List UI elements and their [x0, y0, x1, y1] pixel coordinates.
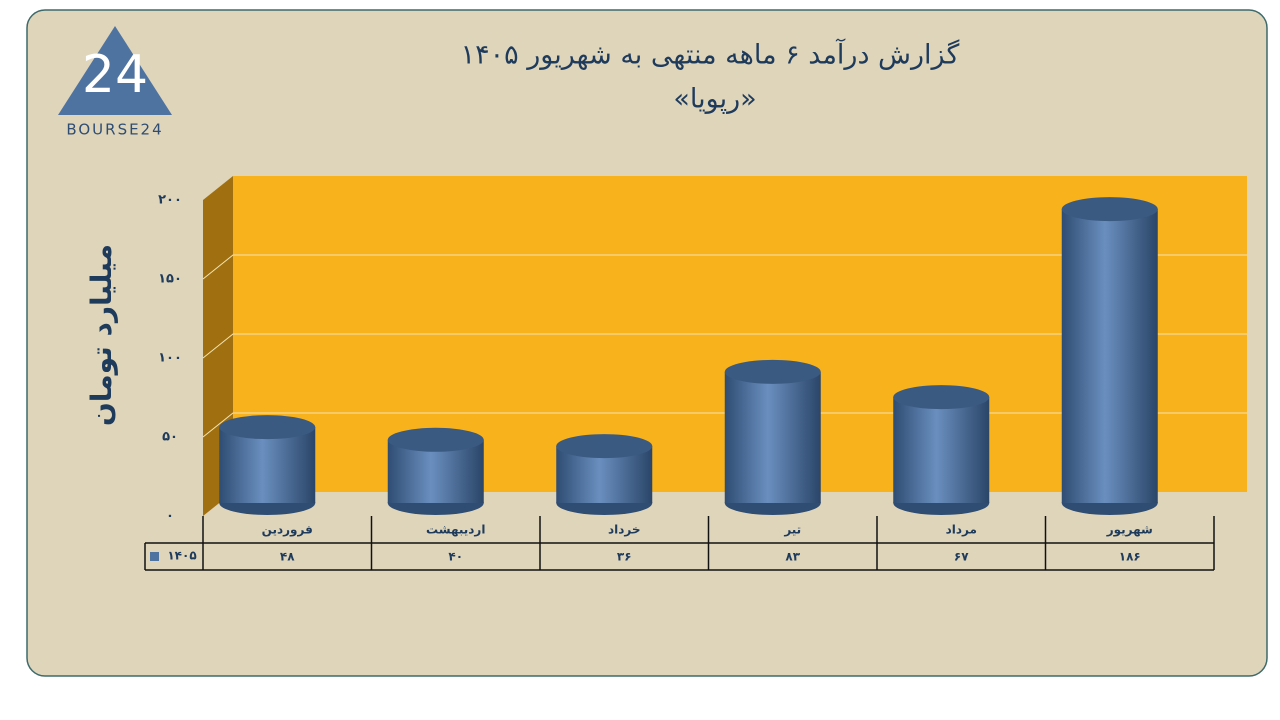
logo: 24 BOURSE24 [58, 26, 172, 139]
data-label: ۶۷ [954, 550, 969, 564]
grid-line [202, 333, 1247, 359]
bar-top [387, 427, 484, 452]
bar-top [1061, 197, 1158, 222]
y-axis-label: میلیارد تومان [85, 244, 118, 426]
x-tick-label: تیر [783, 523, 801, 537]
bar [893, 397, 990, 503]
bar-top [893, 385, 990, 410]
grid-line [202, 254, 1247, 280]
y-tick-label: ۰ [166, 509, 174, 524]
bar [1061, 209, 1158, 503]
y-tick-label: ۱۰۰ [158, 351, 182, 366]
data-label: ۴۸ [280, 550, 295, 564]
x-tick-label: خرداد [608, 523, 641, 537]
bar [219, 427, 316, 503]
x-tick-label: فروردین [262, 523, 313, 538]
logo-mark: 24 [82, 45, 148, 105]
data-label: ۱۸۶ [1119, 550, 1141, 564]
logo-triangle [58, 26, 172, 115]
x-tick-label: مرداد [946, 523, 977, 537]
data-label: ۸۳ [785, 550, 800, 564]
legend-key [150, 552, 159, 561]
y-tick-label: ۱۵۰ [158, 272, 182, 287]
y-tick-label: ۵۰ [162, 430, 178, 445]
data-table [144, 516, 1214, 571]
bar-top [724, 359, 821, 384]
bar-top [219, 415, 316, 440]
data-label: ۳۶ [617, 550, 632, 564]
chart-subtitle: «رپویا» [673, 84, 756, 115]
x-tick-label: اردیبهشت [426, 523, 485, 537]
legend-label: ۱۴۰۵ [167, 549, 196, 563]
chart-title: گزارش درآمد ۶ ماهه منتهی به شهریور ۱۴۰۵ [461, 39, 960, 71]
logo-text: BOURSE24 [66, 121, 163, 139]
x-tick-label: شهریور [1106, 523, 1153, 538]
y-tick-label: ۲۰۰ [158, 193, 182, 208]
bar [724, 371, 821, 503]
bar-top [556, 434, 653, 459]
data-label: ۴۰ [448, 550, 463, 564]
